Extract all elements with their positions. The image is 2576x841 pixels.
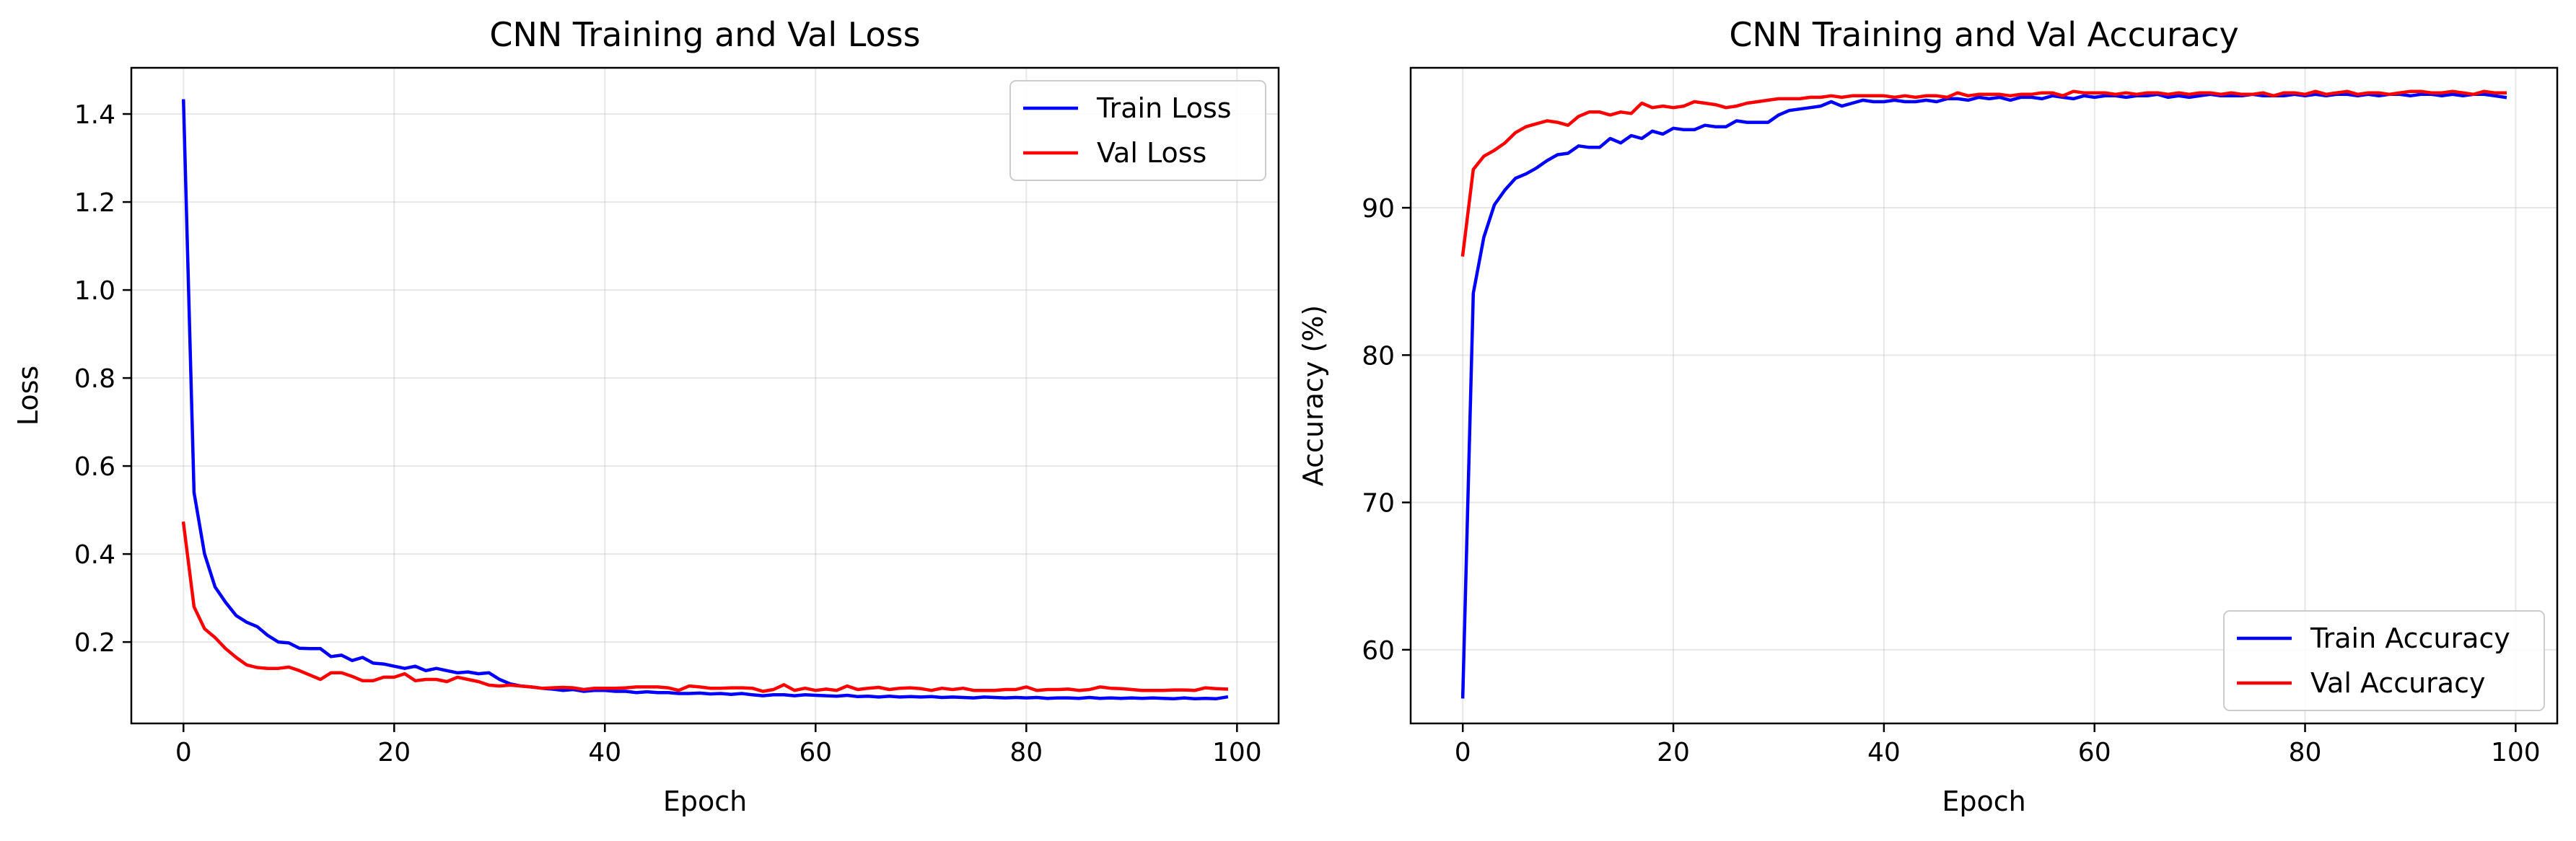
series-line-train-loss: [181, 99, 1229, 701]
x-tick-label: 40: [1867, 738, 1901, 767]
axes-frame: [130, 66, 1280, 725]
x-tick-label: 60: [2078, 738, 2111, 767]
y-tick-label: 1.0: [74, 276, 115, 306]
x-tick-label: 100: [1212, 738, 1262, 767]
x-tick-label: 60: [799, 738, 832, 767]
series-line-train-accuracy: [1460, 92, 2507, 699]
y-tick-label: 0.6: [74, 452, 115, 482]
legend-label: Train Accuracy: [2310, 622, 2510, 654]
x-tick-label: 80: [2289, 738, 2322, 767]
y-tick-label: 60: [1362, 636, 1395, 666]
legend-label: Val Loss: [1097, 137, 1206, 169]
x-tick-label: 100: [2491, 738, 2541, 767]
y-tick-label: 0.8: [74, 364, 115, 394]
chart-loss: 0 20 40 60 80 100 0.2 0.4 0.6 0.8 1.0 1.2 1.4 CNN Tra…: [12, 15, 1280, 817]
legend: Train Accuracy Val Accuracy: [2223, 610, 2545, 711]
chart-title: CNN Training and Val Loss: [489, 15, 920, 54]
y-axis-label: Loss: [12, 366, 44, 426]
x-axis-label: Epoch: [663, 785, 747, 817]
x-tick-label: 20: [377, 738, 411, 767]
y-tick-label: 0.2: [74, 628, 115, 658]
y-tick-label: 1.4: [74, 100, 115, 130]
y-axis-label: Accuracy (%): [1297, 305, 1329, 486]
series-line-val-accuracy: [1460, 89, 2507, 257]
x-axis-label: Epoch: [1942, 785, 2025, 817]
axes-frame: [1409, 66, 2559, 725]
x-tick-label: 80: [1009, 738, 1043, 767]
chart-accuracy: 0 20 40 60 80 100 60 70 80 90 CNN Training and Val…: [1297, 15, 2559, 817]
y-tick-label: 80: [1362, 341, 1395, 371]
legend-label: Train Loss: [1096, 92, 1232, 124]
chart-title: CNN Training and Val Accuracy: [1729, 15, 2238, 54]
series-line-val-loss: [181, 521, 1229, 693]
legend-frame: [1009, 80, 1266, 181]
x-tick-label: 20: [1657, 738, 1690, 767]
legend-frame: [2223, 610, 2545, 711]
y-tick-label: 90: [1362, 194, 1395, 224]
legend: Train Loss Val Loss: [1009, 80, 1266, 181]
x-tick-label: 0: [175, 738, 192, 767]
x-tick-label: 0: [1455, 738, 1471, 767]
legend-label: Val Accuracy: [2310, 667, 2485, 699]
y-tick-label: 1.2: [74, 188, 115, 218]
y-tick-label: 70: [1362, 489, 1395, 519]
y-tick-label: 0.4: [74, 540, 115, 570]
x-tick-label: 40: [588, 738, 621, 767]
